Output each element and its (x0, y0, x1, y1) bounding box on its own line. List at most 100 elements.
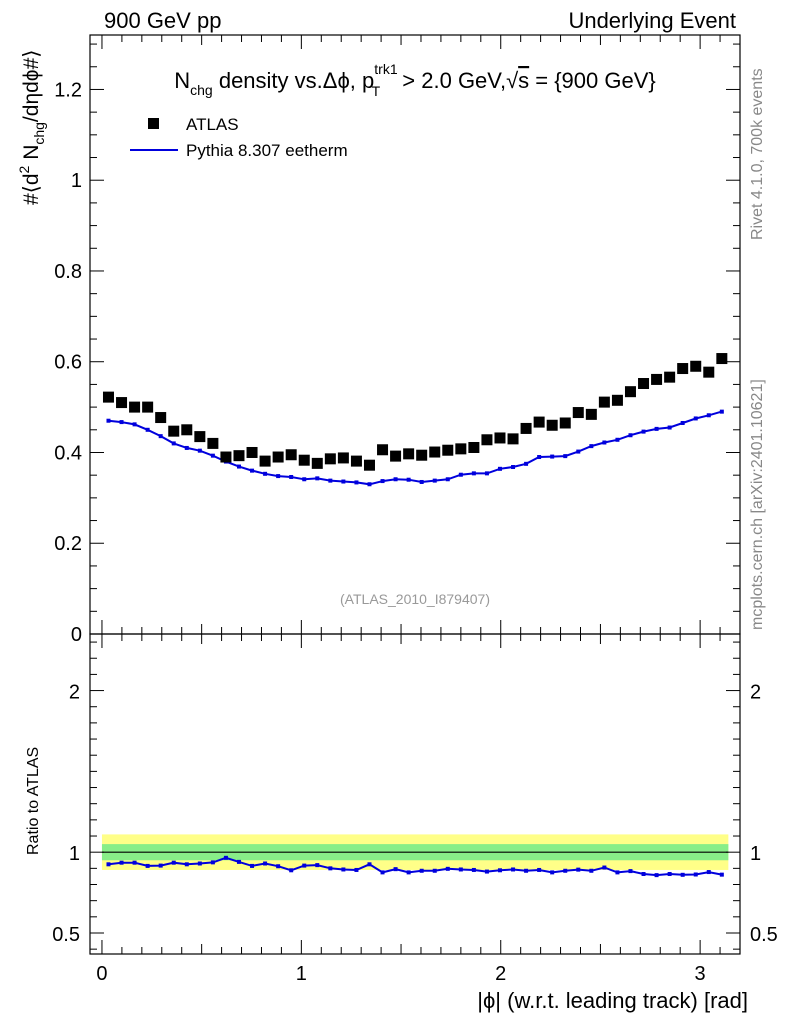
atlas-point (546, 419, 558, 431)
ratio-y-tick-label-right: 0.5 (750, 924, 778, 946)
title-root: √ (506, 68, 519, 93)
pythia-point (263, 471, 268, 476)
pythia-point (341, 479, 346, 484)
legend-atlas-label: ATLAS (186, 115, 239, 134)
pythia-point (471, 471, 476, 476)
title-n: N (174, 68, 190, 93)
ratio-y-tick-label-right: 1 (750, 843, 761, 865)
ratio-point (236, 859, 241, 864)
atlas-point (194, 431, 206, 443)
ratio-point (524, 868, 529, 873)
legend-atlas-marker (148, 118, 159, 129)
y-tick-label: 0.8 (54, 261, 82, 283)
atlas-point (677, 363, 689, 375)
atlas-point (455, 443, 467, 455)
ratio-point (576, 867, 581, 872)
pythia-point (589, 444, 594, 449)
ratio-point (145, 863, 150, 868)
pythia-point (315, 476, 320, 481)
atlas-point (129, 401, 141, 413)
ratio-y-tick-label-left: 1 (69, 843, 80, 865)
ratio-point (458, 867, 463, 872)
atlas-point (259, 455, 271, 467)
pythia-point (354, 480, 359, 485)
y-tick-label: 1.2 (54, 79, 82, 101)
pythia-point (667, 425, 672, 430)
axis-ticks: 0 1 2 3 0 0.2 0.4 0.6 0.8 1 1.2 0.5 0.5 1 1 2 2 (52, 35, 778, 985)
atlas-point (716, 353, 728, 365)
ylabel-a: #⟨d (20, 173, 43, 205)
ratio-point (223, 855, 228, 860)
atlas-point (585, 408, 597, 420)
ratio-point (250, 863, 255, 868)
atlas-point (624, 386, 636, 398)
ratio-point (589, 868, 594, 873)
ratio-point (654, 873, 659, 878)
pythia-point (328, 478, 333, 483)
ratio-point (132, 860, 137, 865)
atlas-point (207, 437, 219, 449)
ratio-point (602, 865, 607, 870)
ratio-point (406, 870, 411, 875)
ratio-point (119, 860, 124, 865)
pythia-point (432, 478, 437, 483)
pythia-point (445, 477, 450, 482)
ratio-point (315, 863, 320, 868)
title-mid: density vs. (213, 68, 323, 93)
x-tick-label: 0 (96, 963, 107, 985)
atlas-point (638, 378, 650, 390)
ratio-point (184, 862, 189, 867)
ratio-point (667, 872, 672, 876)
ratio-point (432, 868, 437, 873)
atlas-point (102, 391, 114, 403)
pythia-point (602, 440, 607, 445)
y-tick-label: 0.2 (54, 533, 82, 555)
ratio-point (719, 872, 724, 877)
pythia-point (719, 409, 724, 414)
atlas-point (142, 401, 154, 413)
ratio-series (106, 855, 724, 878)
ylabel-c: /dηdϕ#⟩ (20, 50, 43, 123)
ratio-point (263, 861, 268, 866)
ratio-point (367, 862, 372, 867)
pythia-point (706, 413, 711, 418)
atlas-point (481, 434, 493, 446)
pythia-point (367, 482, 372, 487)
ratio-y-tick-label-left: 2 (69, 682, 80, 704)
pythia-point (550, 454, 555, 459)
ratio-point (393, 867, 398, 872)
ratio-point (354, 867, 359, 872)
ratio-point (341, 867, 346, 872)
ratio-point (158, 863, 163, 868)
ratio-y-tick-label-left: 0.5 (52, 924, 80, 946)
atlas-point (611, 394, 623, 406)
ratio-point (550, 870, 555, 875)
atlas-point (246, 446, 258, 458)
atlas-point (350, 455, 362, 467)
pythia-point (145, 427, 150, 432)
atlas-point (572, 407, 584, 419)
ratio-point (276, 864, 281, 869)
ratio-y-tick-label-right: 2 (750, 682, 761, 704)
y-tick-label: 0.4 (54, 442, 82, 464)
atlas-point (703, 366, 715, 378)
pythia-point (693, 416, 698, 421)
y-tick-label: 0.6 (54, 352, 82, 374)
ratio-point (511, 867, 516, 872)
y-axis-label: #⟨d2 Nchg/dηdϕ#⟩ (16, 50, 47, 205)
pythia-point (654, 426, 659, 431)
ratio-line (108, 856, 722, 877)
atlas-point (507, 433, 519, 445)
pythia-point (276, 474, 281, 479)
ratio-point (210, 860, 215, 865)
ratio-point (563, 868, 568, 873)
pythia-point (132, 422, 137, 427)
pythia-point (171, 441, 176, 446)
pythia-series (106, 409, 724, 487)
legend-pythia-label: Pythia 8.307 eetherm (186, 141, 348, 160)
atlas-point (442, 444, 454, 456)
atlas-series (102, 353, 728, 471)
pythia-point (537, 455, 542, 460)
x-tick-label: 2 (495, 963, 506, 985)
rivet-label: Rivet 4.1.0, 700k events (749, 68, 766, 240)
